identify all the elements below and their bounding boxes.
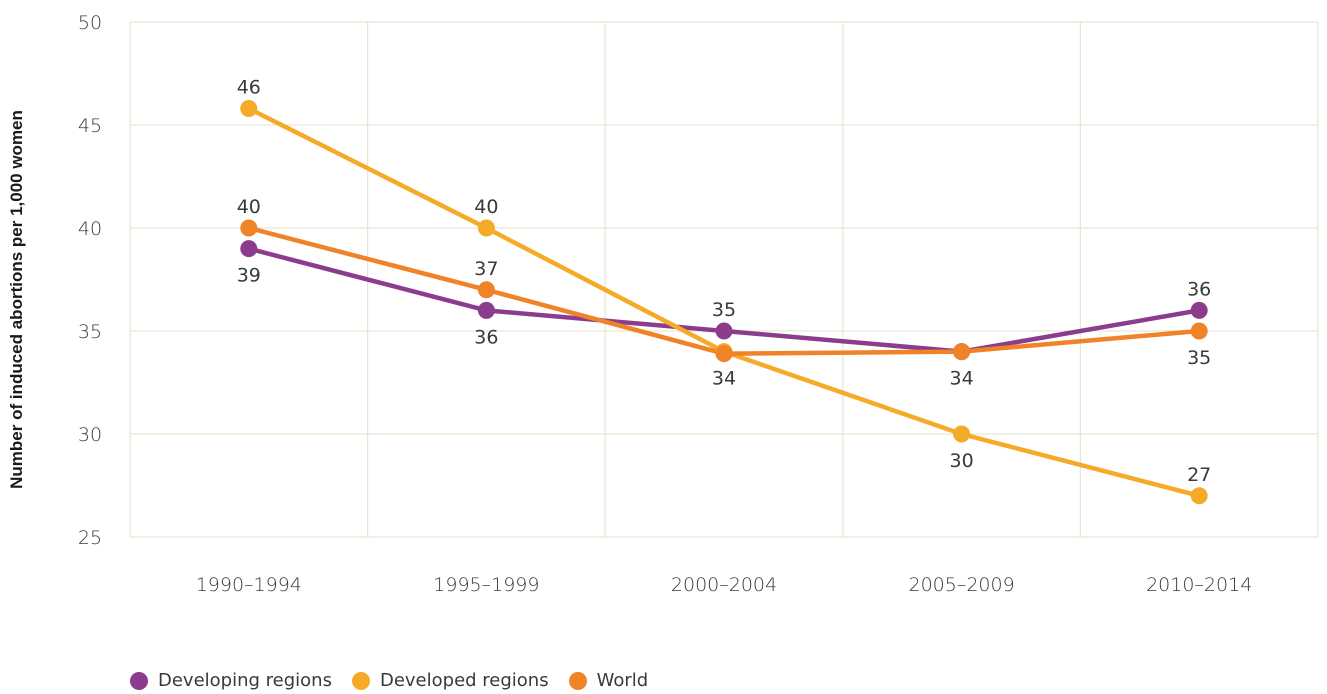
data-point-developing-regions [240, 240, 258, 258]
data-label: 46 [237, 77, 261, 99]
legend-swatch [568, 671, 587, 690]
data-point-developed-regions [240, 100, 258, 118]
data-label: 40 [237, 196, 261, 218]
data-label: 34 [712, 368, 736, 390]
legend-item: Developed regions [351, 670, 549, 691]
axes: 25 30 35 40 45 50 1990–1994 1995–1999 2000–2004 2… [78, 12, 1252, 596]
x-tick-label: 2000–2004 [671, 574, 777, 596]
legend-label: Developing regions [158, 670, 332, 691]
data-point-developing-regions [477, 301, 495, 319]
data-point-developed-regions [477, 219, 495, 237]
data-point-world [715, 345, 733, 363]
x-tick-label: 1990–1994 [196, 574, 302, 596]
data-point-world [1190, 322, 1208, 340]
data-point-world [477, 281, 495, 299]
legend-label: World [596, 670, 649, 691]
data-label: 35 [1187, 347, 1211, 369]
y-tick-label: 50 [78, 12, 102, 34]
grid [129, 21, 1319, 538]
data-points [240, 100, 1208, 505]
data-label: 34 [950, 368, 974, 390]
data-label: 27 [1187, 464, 1211, 486]
data-label: 39 [237, 265, 261, 287]
data-point-world [953, 343, 971, 361]
data-point-developed-regions [953, 425, 971, 443]
y-tick-label: 30 [78, 424, 102, 446]
data-label: 40 [474, 196, 498, 218]
y-axis-title: Number of induced abortions per 1,000 wo… [7, 110, 26, 489]
data-label: 35 [712, 299, 736, 321]
legend-swatch [351, 671, 370, 690]
legend-item: Developing regions [130, 670, 332, 691]
data-label: 36 [1187, 278, 1211, 300]
data-point-developed-regions [1190, 487, 1208, 505]
legend-label: Developed regions [379, 670, 549, 691]
data-point-developing-regions [715, 322, 733, 340]
data-label: 36 [474, 326, 498, 348]
data-point-world [240, 219, 258, 237]
y-tick-label: 35 [78, 321, 102, 343]
legend: Developing regions Developed regions World [130, 670, 668, 691]
y-tick-label: 45 [78, 115, 102, 137]
data-label: 30 [950, 450, 974, 472]
y-tick-label: 40 [78, 218, 102, 240]
y-tick-label: 25 [78, 527, 102, 549]
legend-swatch [130, 671, 148, 690]
data-labels: 39 36 35 36 46 40 34 30 27 40 37 34 35 [237, 77, 1212, 486]
x-tick-label: 2010–2014 [1146, 574, 1252, 596]
legend-item: World [568, 670, 649, 691]
data-label: 37 [474, 258, 498, 280]
data-point-developing-regions [1190, 301, 1208, 319]
x-tick-label: 2005–2009 [908, 574, 1014, 596]
x-tick-label: 1995–1999 [433, 574, 539, 596]
